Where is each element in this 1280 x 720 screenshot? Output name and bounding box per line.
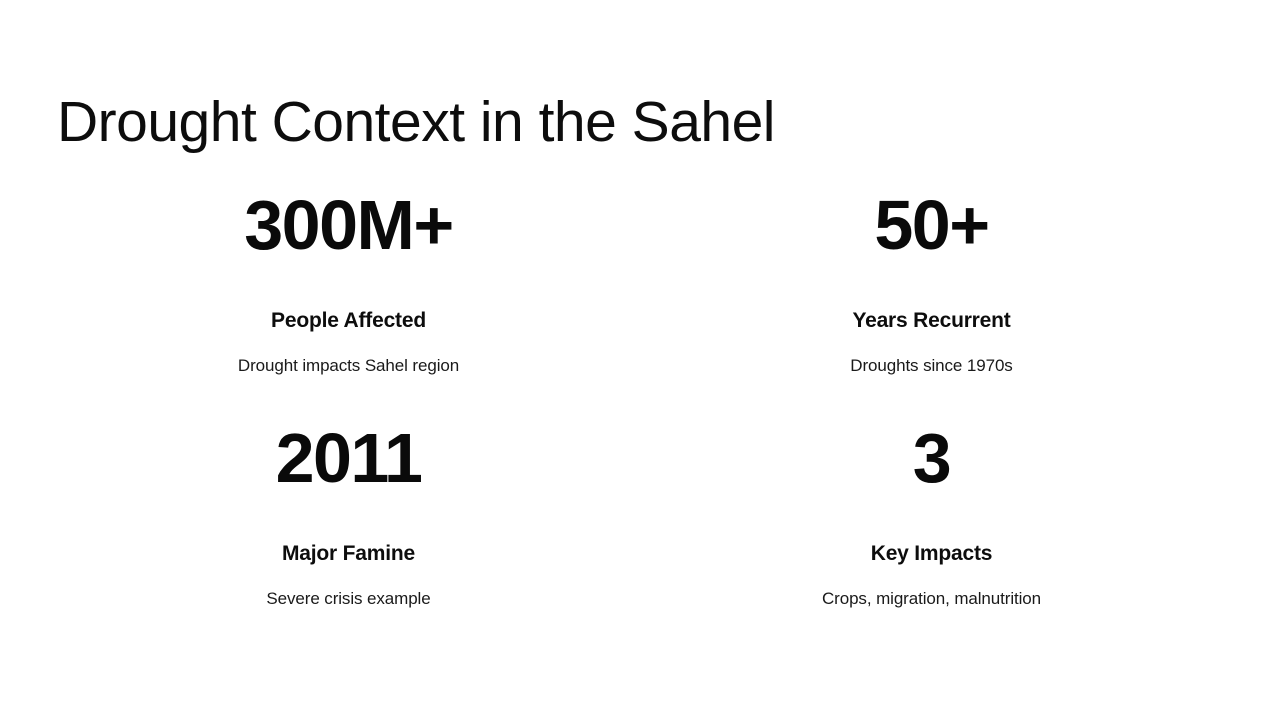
stats-grid: 300M+ People Affected Drought impacts Sa… [57, 190, 1223, 609]
stat-description: Drought impacts Sahel region [237, 356, 460, 376]
page-title: Drought Context in the Sahel [57, 90, 775, 155]
stat-label: People Affected [271, 309, 426, 332]
stat-value: 2011 [275, 418, 423, 497]
stat-label: Major Famine [282, 541, 415, 565]
stat-block-major-famine: 2011 Major Famine Severe crisis example [57, 423, 640, 610]
stat-value: 50+ [874, 186, 990, 264]
stat-description: Droughts since 1970s [850, 356, 1013, 376]
stat-value: 3 [912, 418, 952, 497]
stat-description: Crops, migration, malnutrition [821, 588, 1042, 608]
stat-label: Years Recurrent [852, 309, 1011, 332]
stat-description: Severe crisis example [266, 588, 431, 608]
stat-block-people-affected: 300M+ People Affected Drought impacts Sa… [57, 190, 640, 377]
stat-block-key-impacts: 3 Key Impacts Crops, migration, malnutri… [640, 423, 1223, 610]
stat-block-years-recurrent: 50+ Years Recurrent Droughts since 1970s [640, 190, 1223, 377]
stat-label: Key Impacts [870, 541, 993, 565]
stat-value: 300M+ [244, 186, 454, 264]
